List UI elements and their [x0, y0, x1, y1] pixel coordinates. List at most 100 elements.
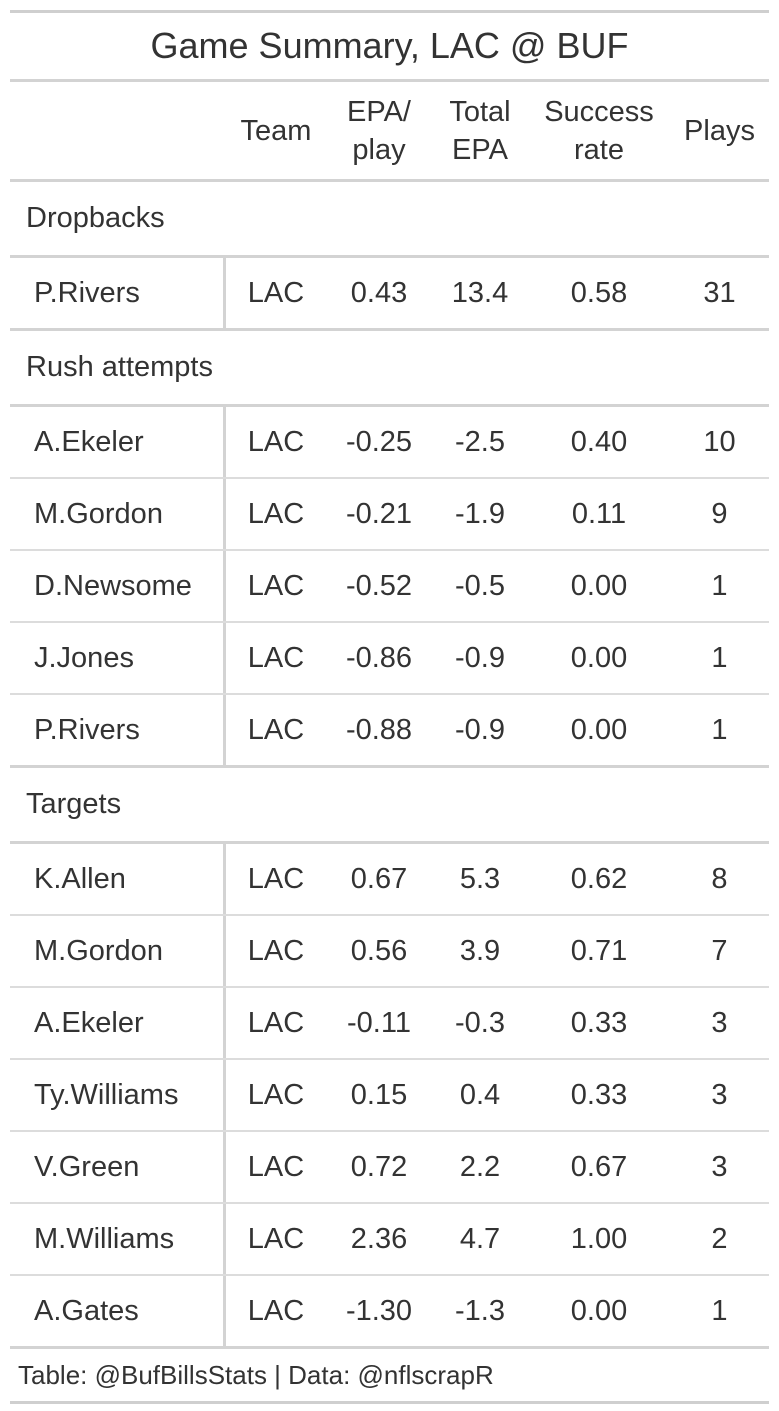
cell-plays: 9	[711, 497, 728, 530]
row-rule	[10, 986, 769, 988]
cell-player: A.Ekeler	[10, 407, 226, 477]
row-rule	[10, 621, 769, 623]
cell-epa-play: -0.88	[345, 713, 413, 746]
cell-total-epa: -0.9	[455, 713, 505, 746]
cell-success-rate: 0.33	[570, 1078, 628, 1111]
cell-epa-play: 0.56	[350, 934, 408, 967]
cell-epa-play: 2.36	[350, 1222, 408, 1255]
cell-total-epa: 13.4	[451, 276, 509, 309]
group-label: Dropbacks	[26, 202, 165, 234]
cell-success-rate: 0.00	[570, 569, 628, 602]
table-row: A.Ekeler LAC -0.25 -2.5 0.40 10	[10, 407, 769, 477]
cell-team: LAC	[247, 497, 305, 530]
cell-total-epa: -0.5	[455, 569, 505, 602]
header-success-rate: Success rate	[528, 93, 670, 169]
header-total-epa: Total EPA	[432, 93, 528, 169]
group-rule	[10, 404, 769, 407]
cell-player: P.Rivers	[10, 695, 226, 765]
cell-team: LAC	[247, 425, 305, 458]
cell-epa-play: 0.72	[350, 1150, 408, 1183]
cell-player: Ty.Williams	[10, 1060, 226, 1130]
table-row: M.Gordon LAC -0.21 -1.9 0.11 9	[10, 479, 769, 549]
column-header-row: Team EPA/ play Total EPA Success rate Pl…	[10, 82, 769, 179]
cell-success-rate: 0.40	[570, 425, 628, 458]
cell-team: LAC	[247, 569, 305, 602]
cell-team: LAC	[247, 1078, 305, 1111]
header-succ-line-1: Success	[544, 95, 654, 128]
group-end-rule	[10, 1346, 769, 1349]
header-total-line-2: EPA	[452, 133, 508, 166]
row-rule	[10, 1202, 769, 1204]
cell-success-rate: 0.33	[570, 1006, 628, 1039]
table-row: J.Jones LAC -0.86 -0.9 0.00 1	[10, 623, 769, 693]
row-rule	[10, 693, 769, 695]
header-team: Team	[226, 112, 326, 150]
cell-player: M.Gordon	[10, 916, 226, 986]
cell-total-epa: 5.3	[459, 862, 501, 895]
cell-success-rate: 0.58	[570, 276, 628, 309]
cell-epa-play: 0.67	[350, 862, 408, 895]
table-row: A.Gates LAC -1.30 -1.3 0.00 1	[10, 1276, 769, 1346]
cell-player: A.Gates	[10, 1276, 226, 1346]
table-row: D.Newsome LAC -0.52 -0.5 0.00 1	[10, 551, 769, 621]
header-plays-line-1: Plays	[684, 114, 755, 147]
cell-success-rate: 0.71	[570, 934, 628, 967]
group-label: Rush attempts	[26, 351, 213, 383]
table-title: Game Summary, LAC @ BUF	[150, 25, 629, 66]
cell-team: LAC	[247, 1006, 305, 1039]
cell-total-epa: 4.7	[459, 1222, 501, 1255]
cell-epa-play: -0.52	[345, 569, 413, 602]
cell-total-epa: -2.5	[455, 425, 505, 458]
row-rule	[10, 1274, 769, 1276]
row-rule	[10, 914, 769, 916]
cell-total-epa: -1.9	[455, 497, 505, 530]
cell-epa-play: -0.21	[345, 497, 413, 530]
table-row: K.Allen LAC 0.67 5.3 0.62 8	[10, 844, 769, 914]
cell-epa-play: -0.25	[345, 425, 413, 458]
cell-success-rate: 0.11	[571, 497, 627, 530]
group-rule	[10, 255, 769, 258]
cell-epa-play: -1.30	[345, 1294, 413, 1327]
cell-plays: 31	[703, 276, 736, 309]
row-rule	[10, 477, 769, 479]
cell-success-rate: 0.00	[570, 713, 628, 746]
table-row: V.Green LAC 0.72 2.2 0.67 3	[10, 1132, 769, 1202]
summary-table: Game Summary, LAC @ BUF Team EPA/ play T…	[10, 10, 769, 1404]
cell-plays: 1	[711, 569, 728, 602]
header-epa-play: EPA/ play	[326, 93, 432, 169]
row-rule	[10, 1058, 769, 1060]
cell-player: M.Williams	[10, 1204, 226, 1274]
cell-plays: 1	[711, 641, 728, 674]
cell-team: LAC	[247, 1150, 305, 1183]
cell-player: P.Rivers	[10, 258, 226, 328]
table-row: A.Ekeler LAC -0.11 -0.3 0.33 3	[10, 988, 769, 1058]
cell-player: A.Ekeler	[10, 988, 226, 1058]
cell-plays: 3	[711, 1150, 728, 1183]
group-rule	[10, 841, 769, 844]
cell-team: LAC	[247, 1222, 305, 1255]
title-rule	[10, 79, 769, 82]
header-total-line-1: Total	[449, 95, 511, 128]
cell-total-epa: -0.9	[455, 641, 505, 674]
cell-player: M.Gordon	[10, 479, 226, 549]
header-succ-line-2: rate	[574, 133, 624, 166]
table-body: Dropbacks P.Rivers LAC 0.43 13.4 0.58 31 Rush a…	[10, 182, 769, 1349]
cell-plays: 3	[711, 1078, 728, 1111]
cell-total-epa: -1.3	[455, 1294, 505, 1327]
header-team-line-1: Team	[240, 114, 312, 147]
cell-team: LAC	[247, 862, 305, 895]
cell-epa-play: -0.11	[347, 1006, 411, 1039]
top-rule	[10, 10, 769, 13]
cell-total-epa: 0.4	[459, 1078, 501, 1111]
cell-epa-play: 0.43	[350, 276, 408, 309]
cell-plays: 3	[711, 1006, 728, 1039]
cell-player: K.Allen	[10, 844, 226, 914]
cell-epa-play: 0.15	[350, 1078, 408, 1111]
bottom-rule	[10, 1401, 769, 1404]
row-rule	[10, 1130, 769, 1132]
table-row: P.Rivers LAC -0.88 -0.9 0.00 1	[10, 695, 769, 765]
cell-plays: 8	[711, 862, 728, 895]
cell-plays: 1	[711, 1294, 728, 1327]
cell-success-rate: 1.00	[570, 1222, 628, 1255]
cell-plays: 10	[703, 425, 736, 458]
